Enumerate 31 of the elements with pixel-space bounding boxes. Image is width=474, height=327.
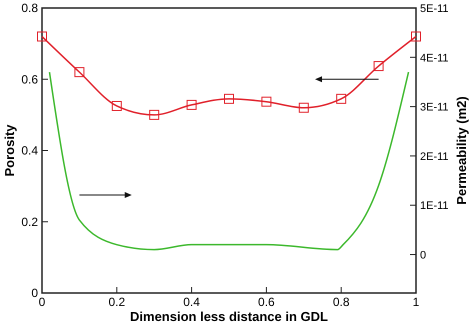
- y-tick-label: 0.8: [21, 1, 38, 15]
- x-tick-label: 0.6: [258, 295, 276, 309]
- line-series: [48, 71, 410, 250]
- x-tick-label: 0.2: [108, 295, 126, 309]
- y2-tick-label: 3E-11: [420, 102, 449, 114]
- y2-tick-label: 5E-11: [420, 3, 449, 15]
- x-axis-title: Dimension less distance in GDL: [130, 309, 328, 324]
- point: [37, 32, 47, 42]
- y2-tick-label: 0: [420, 250, 426, 262]
- point: [149, 110, 160, 120]
- y-tick-label: 0: [31, 286, 38, 300]
- point: [374, 61, 384, 72]
- y2-tick-label: 1E-11: [420, 200, 449, 212]
- point: [186, 100, 197, 110]
- x-tick-label: 1: [412, 295, 420, 309]
- y-tick-label: 0.6: [21, 72, 38, 86]
- point: [74, 67, 84, 78]
- point: [224, 94, 234, 104]
- y2-tick-label: 4E-11: [420, 52, 449, 64]
- point: [336, 94, 346, 104]
- y2-axis-title: Permeability (m2): [454, 96, 469, 205]
- y-tick-label: 0.2: [21, 214, 38, 229]
- point: [411, 32, 421, 42]
- point: [112, 100, 122, 111]
- point: [261, 96, 272, 107]
- x-tick-label: 0.8: [332, 295, 350, 309]
- y-axis-title: Porosity: [2, 124, 17, 177]
- x-tick-label: 0.4: [183, 295, 200, 309]
- y-tick-label: 0.4: [21, 144, 38, 158]
- point: [298, 102, 309, 113]
- y2-tick-label: 2E-11: [420, 150, 449, 163]
